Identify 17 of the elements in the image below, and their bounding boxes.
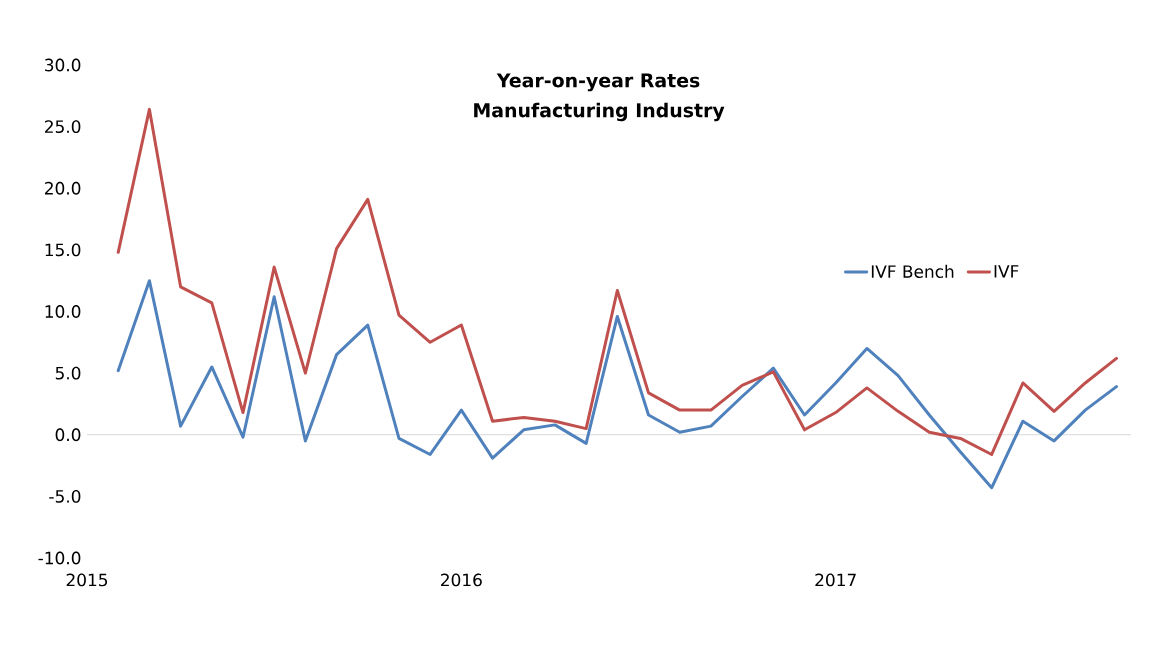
y-tick-label: 15.0 [45,243,81,257]
chart-title: Year-on-year Rates [496,73,700,92]
text: Manufacturing Industry [474,102,725,122]
y-tick-label: 10.0 [45,305,81,318]
y-tick-label: 0.0 [55,428,81,442]
y-tick-label: -5.0 [49,489,81,503]
y-tick-label: 5.0 [55,366,81,380]
y-tick-label: 20.0 [45,181,81,195]
y-tick-label: 25.0 [45,120,81,134]
legend-label: IVF Bench [871,264,954,278]
legend-label: IVF [994,265,1019,278]
line-series [116,279,1118,490]
x-tick-label: 2017 [815,573,856,587]
y-tick-label: 30.0 [45,58,81,72]
y-tick-label: -10.0 [38,551,81,565]
x-tick-label: 2016 [441,573,482,587]
x-tick-label: 2015 [66,573,108,587]
